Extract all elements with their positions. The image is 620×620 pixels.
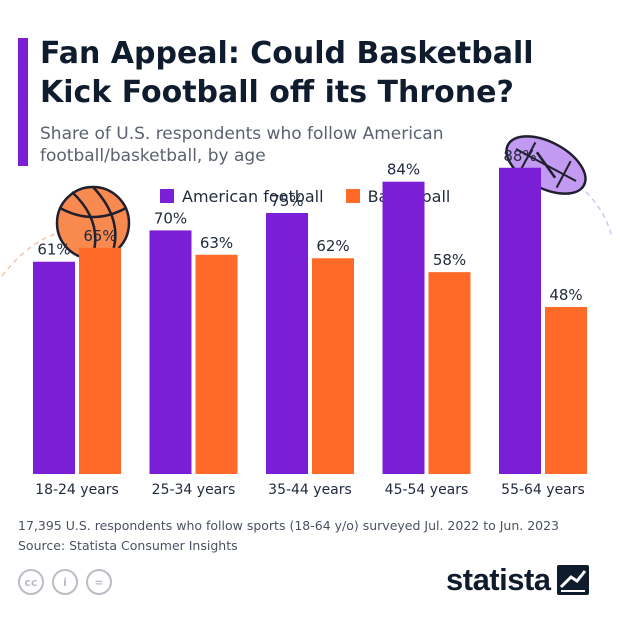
cc-icon[interactable]: cc xyxy=(18,569,44,595)
bar-football-3 xyxy=(266,213,308,474)
bar-basketball-2 xyxy=(195,254,238,474)
legend-label-football: American football xyxy=(182,186,324,206)
license-icons: cc i = xyxy=(18,569,112,595)
value-label-football-2: 70% xyxy=(154,209,187,227)
bar-football-1 xyxy=(33,261,75,474)
bar-football-4 xyxy=(382,181,425,474)
value-label-basketball-4: 58% xyxy=(433,251,466,269)
value-label-football-3: 75% xyxy=(270,192,303,210)
x-tick-label-1: 18-24 years xyxy=(35,482,119,498)
value-label-basketball-5: 48% xyxy=(549,286,582,304)
x-tick-label-2: 25-34 years xyxy=(152,482,236,498)
no-derivatives-icon[interactable]: = xyxy=(86,569,112,595)
bar-football-2 xyxy=(149,230,192,474)
bars-group xyxy=(33,167,587,474)
value-label-football-1: 61% xyxy=(37,241,70,259)
statista-logo-icon xyxy=(556,565,589,595)
chart-title: Fan Appeal: Could Basketball Kick Footba… xyxy=(40,36,534,110)
footnote: 17,395 U.S. respondents who follow sport… xyxy=(18,516,614,556)
value-label-football-5: 88% xyxy=(503,147,536,165)
statista-logo[interactable]: statista xyxy=(446,562,589,598)
x-tick-label-5: 55-64 years xyxy=(501,482,585,498)
value-label-basketball-2: 63% xyxy=(200,234,233,252)
attribution-icon[interactable]: i xyxy=(52,569,78,595)
value-label-basketball-1: 65% xyxy=(83,227,116,245)
source-note: Source: Statista Consumer Insights xyxy=(18,538,238,553)
logo-text: statista xyxy=(446,562,551,597)
legend-item-football: American football xyxy=(160,187,324,206)
value-label-basketball-3: 62% xyxy=(316,237,349,255)
x-axis-ticks: 18-24 years 25-34 years 35-44 years 45-54 y… xyxy=(35,482,585,498)
bar-chart: 61% 65% 70% 63% 75% 62% 84% 58% 88% 48% 18-24 yea… xyxy=(1,135,613,498)
legend-swatch-football xyxy=(160,189,174,203)
chart-subtitle: Share of U.S. respondents who follow Ame… xyxy=(40,124,444,166)
legend-swatch-basketball xyxy=(345,189,360,203)
bar-basketball-5 xyxy=(545,306,587,474)
survey-note: 17,395 U.S. respondents who follow sport… xyxy=(18,518,560,533)
basketball-icon xyxy=(1,185,131,277)
x-tick-label-3: 35-44 years xyxy=(268,482,352,498)
bar-football-5 xyxy=(499,167,541,474)
value-labels-group: 61% 65% 70% 63% 75% 62% 84% 58% 88% 48% xyxy=(37,147,582,304)
bar-basketball-4 xyxy=(428,272,471,474)
accent-bar xyxy=(18,38,28,166)
bar-basketball-1 xyxy=(79,247,121,474)
bar-basketball-3 xyxy=(312,258,354,474)
x-tick-label-4: 45-54 years xyxy=(385,482,469,498)
value-label-football-4: 84% xyxy=(387,161,420,179)
